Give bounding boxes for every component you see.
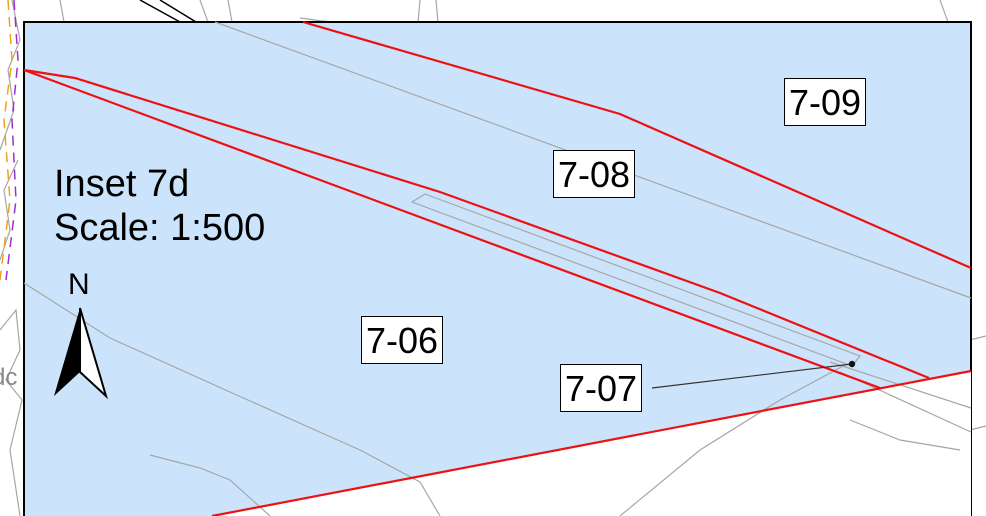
parcel-label-7-08: 7-08 xyxy=(553,150,636,198)
inset-scale: Scale: 1:500 xyxy=(54,207,266,249)
inset-title: Inset 7d xyxy=(54,163,190,205)
outer-dashed-lines xyxy=(0,0,19,281)
north-arrow-icon xyxy=(54,307,108,400)
north-letter: N xyxy=(68,268,90,301)
leader-line-7-07 xyxy=(651,360,856,389)
parcel-boundaries xyxy=(23,20,972,516)
background-label-fragment: dc xyxy=(0,364,18,391)
parcel-label-7-06: 7-06 xyxy=(361,316,444,364)
parcel-label-7-09: 7-09 xyxy=(784,78,867,126)
parcel-label-7-07: 7-07 xyxy=(560,364,643,412)
outer-black-lines xyxy=(139,0,197,23)
inset-title-block: Inset 7d Scale: 1:500 xyxy=(54,162,265,250)
